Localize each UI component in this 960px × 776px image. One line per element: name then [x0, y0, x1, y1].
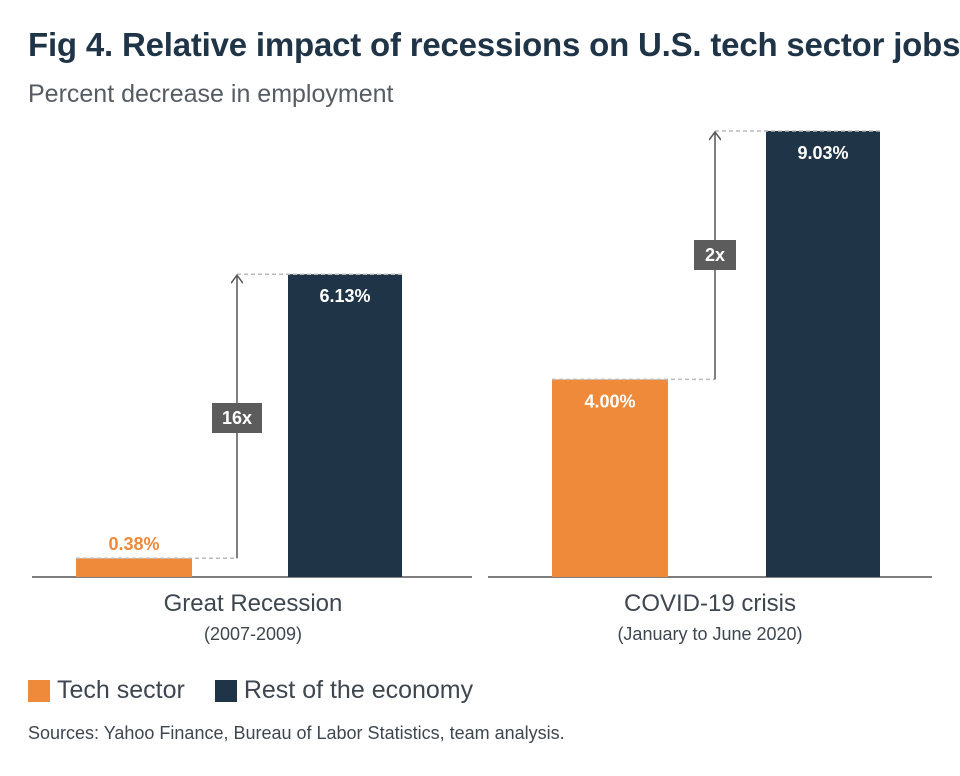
legend-label-tech: Tech sector	[57, 676, 185, 704]
chart-title: Fig 4. Relative impact of recessions on …	[28, 26, 960, 63]
data-label: 4.00%	[584, 391, 635, 411]
bar	[766, 131, 880, 577]
data-label: 9.03%	[797, 143, 848, 163]
multiplier-label: 16x	[222, 408, 252, 428]
legend-item-tech: Tech sector	[28, 676, 185, 705]
legend-item-rest: Rest of the economy	[214, 676, 474, 705]
bar	[552, 379, 668, 577]
multiplier-box	[212, 403, 262, 433]
legend: Tech sector Rest of the economy	[28, 676, 503, 705]
data-label: 0.38%	[108, 534, 159, 554]
category-label: Great Recession	[164, 590, 343, 617]
legend-swatch-rest	[214, 679, 237, 702]
bar	[288, 274, 402, 577]
multiplier-box	[694, 240, 736, 270]
legend-swatch-tech	[28, 679, 50, 702]
data-label: 6.13%	[319, 286, 370, 306]
category-label: COVID-19 crisis	[624, 590, 796, 617]
bar-chart: 0.38% 6.13% 16x Great Recession (2007-2009) 4…	[32, 130, 932, 644]
bar	[76, 558, 192, 577]
category-sublabel: (2007-2009)	[204, 624, 302, 644]
legend-label-rest: Rest of the economy	[243, 676, 474, 704]
category-sublabel: (January to June 2020)	[617, 624, 802, 644]
chart-subtitle: Percent decrease in employment	[28, 80, 394, 108]
multiplier-label: 2x	[705, 245, 725, 265]
source-note: Sources: Yahoo Finance, Bureau of Labor …	[28, 723, 565, 743]
